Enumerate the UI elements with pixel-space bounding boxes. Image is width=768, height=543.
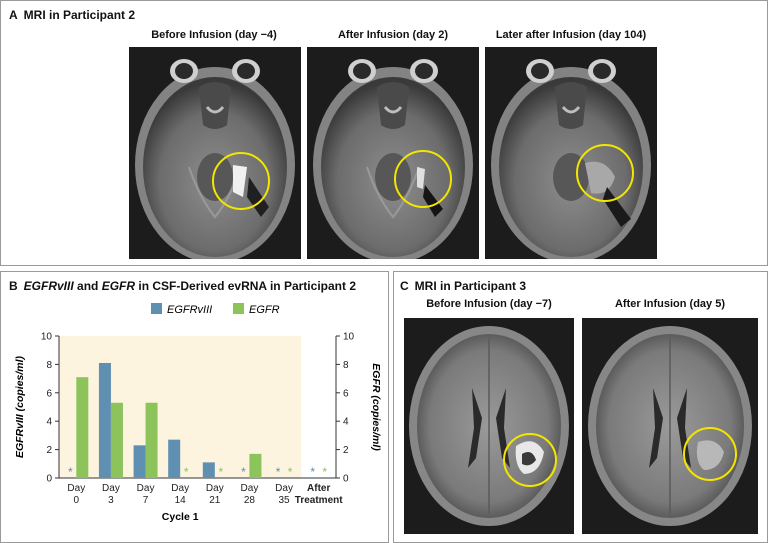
panel-a: A MRI in Participant 2 Before Infusion (d…: [0, 0, 768, 266]
x-tick-label: 35: [279, 495, 291, 506]
x-tick-label: Day: [241, 483, 259, 494]
y-axis-title-right: EGFR (copies/ml): [370, 363, 382, 451]
lesion-circle: [683, 427, 737, 481]
lesion-circle: [394, 150, 452, 208]
x-tick-label: 21: [209, 495, 221, 506]
panel-c-title: C MRI in Participant 3: [400, 279, 526, 293]
panel-c-letter: C: [400, 279, 409, 293]
mri-c-caption-after: After Infusion (day 5): [614, 298, 725, 310]
panel-a-letter: A: [9, 8, 18, 22]
mri-c-image-before-infusion: [404, 318, 574, 534]
y-tick-right-label: 4: [343, 417, 349, 428]
y-tick-left-label: 10: [41, 332, 53, 343]
x-tick-label: Treatment: [295, 495, 343, 506]
mri-caption-after: After Infusion (day 2): [337, 29, 448, 41]
mri-image-before-infusion: [129, 47, 301, 259]
x-tick-label: After: [307, 483, 330, 494]
y-tick-right-label: 6: [343, 388, 349, 399]
mri-image-later-infusion: [485, 47, 657, 259]
x-group-label: Cycle 1: [162, 511, 199, 523]
undetected-marker-bar-egfr: *: [218, 465, 223, 479]
x-tick-label: 7: [143, 495, 149, 506]
x-tick-label: Day: [67, 483, 85, 494]
mri-image-after-infusion: [307, 47, 479, 259]
undetected-marker-bar-egfr: *: [288, 465, 293, 479]
x-tick-label: Day: [171, 483, 189, 494]
y-tick-left-label: 4: [46, 417, 52, 428]
y-tick-left-label: 8: [46, 360, 52, 371]
legend-egfr-swatch: [233, 303, 244, 314]
y-tick-right-label: 0: [343, 474, 349, 485]
y-tick-right-label: 10: [343, 332, 355, 343]
bar-egfrviii: [202, 462, 215, 478]
undetected-marker-bar-egfrviii: *: [276, 465, 281, 479]
x-tick-label: 14: [175, 495, 187, 506]
bar-egfrviii: [98, 362, 111, 478]
panel-b-title-gene2: EGFR: [101, 279, 136, 293]
y-tick-right-label: 2: [343, 445, 349, 456]
lesion-circle: [212, 152, 270, 210]
bar-egfr: [249, 453, 262, 478]
x-tick-label: Day: [206, 483, 224, 494]
undetected-marker-bar-egfrviii: *: [68, 465, 73, 479]
x-tick-label: Day: [102, 483, 120, 494]
y-axis-title-left: EGFRvIII (copies/ml): [14, 355, 26, 458]
bar-egfrviii: [168, 439, 181, 478]
panel-b-title-gene1: EGFRvIII: [23, 279, 74, 293]
panel-b: B EGFRvIII and EGFR in CSF-Derived evRNA …: [0, 271, 389, 543]
panel-a-title-text: MRI in Participant 2: [23, 8, 136, 22]
panel-b-title: B EGFRvIII and EGFR in CSF-Derived evRNA …: [9, 279, 356, 293]
x-tick-label: 28: [244, 495, 256, 506]
mri-caption-later: Later after Infusion (day 104): [495, 29, 647, 41]
x-tick-label: 0: [74, 495, 80, 506]
mri-caption-before: Before Infusion (day −4): [151, 29, 277, 41]
panel-b-letter: B: [9, 279, 18, 293]
x-tick-label: 3: [108, 495, 114, 506]
bar-egfrviii: [133, 445, 146, 478]
undetected-marker-bar-egfr: *: [184, 465, 189, 479]
mri-c-image-after-infusion: [582, 318, 758, 534]
panel-c: C MRI in Participant 3 Before Infusion (d…: [393, 271, 768, 543]
y-tick-right-label: 8: [343, 360, 349, 371]
undetected-marker-bar-egfrviii: *: [241, 465, 246, 479]
panel-a-title: A MRI in Participant 2: [9, 8, 135, 22]
panel-c-title-text: MRI in Participant 3: [414, 279, 527, 293]
bar-egfr: [145, 402, 158, 478]
panel-b-title-rest: in CSF-Derived evRNA in Participant 2: [135, 279, 356, 293]
panel-b-title-and: and: [73, 279, 102, 293]
mri-c-caption-before: Before Infusion (day −7): [426, 298, 552, 310]
bar-egfr: [110, 402, 123, 478]
y-tick-left-label: 0: [46, 474, 52, 485]
undetected-marker-bar-egfrviii: *: [310, 465, 315, 479]
lesion-circle: [503, 433, 557, 487]
x-tick-label: Day: [137, 483, 155, 494]
legend-egfrviii-label: EGFRvIII: [167, 304, 212, 316]
y-tick-left-label: 2: [46, 445, 52, 456]
legend-egfr-label: EGFR: [249, 304, 280, 316]
undetected-marker-bar-egfr: *: [322, 465, 327, 479]
lesion-circle: [576, 144, 634, 202]
bar-egfr: [76, 377, 89, 478]
y-tick-left-label: 6: [46, 388, 52, 399]
legend-egfrviii-swatch: [151, 303, 162, 314]
x-tick-label: Day: [275, 483, 293, 494]
